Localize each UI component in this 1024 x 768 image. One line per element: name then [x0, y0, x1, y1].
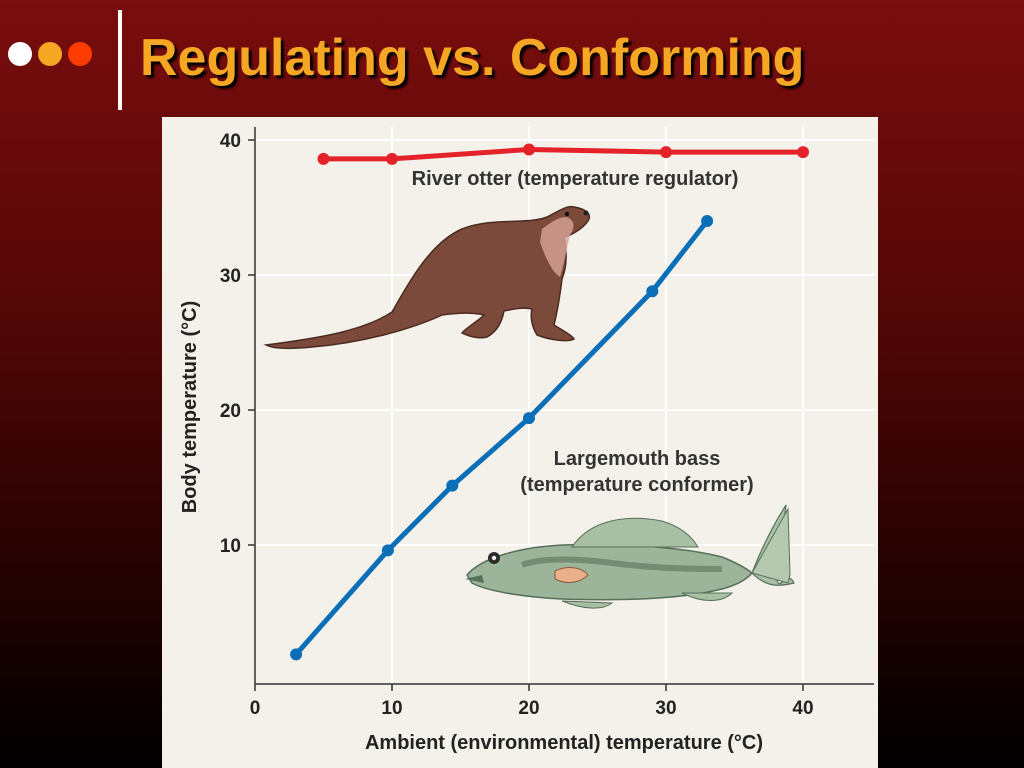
data-point: [381, 544, 394, 557]
x-tick-label: 10: [381, 698, 402, 719]
data-point: [317, 152, 330, 165]
x-tick-label: 40: [792, 698, 813, 719]
x-tick-label: 20: [518, 698, 539, 719]
x-tick-label: 30: [655, 698, 676, 719]
data-point: [701, 215, 714, 227]
temperature-chart: 0 10 20 30 40 10 20 30 40 River otter (temperatu…: [179, 127, 874, 754]
bullet-dot-3: [68, 42, 92, 66]
bass-series-label-line2: (temperature conformer): [520, 474, 753, 496]
series-line-bass: [294, 219, 710, 657]
bullet-dot-1: [8, 42, 32, 66]
x-tick-label: 0: [250, 698, 261, 719]
data-point: [660, 146, 672, 159]
y-tick-label: 40: [220, 131, 241, 152]
axes: 0 10 20 30 40 10 20 30 40: [220, 127, 874, 719]
chart-panel: 0 10 20 30 40 10 20 30 40 River otter (temperatu…: [162, 117, 878, 768]
series-layer: [290, 143, 809, 661]
title-divider: [118, 10, 122, 110]
data-point: [290, 648, 303, 661]
otter-series-label: River otter (temperature regulator): [412, 168, 739, 190]
data-point: [523, 143, 535, 156]
y-tick-label: 20: [220, 401, 241, 422]
otter-illustration: [263, 205, 591, 350]
slide-bullets: [8, 42, 92, 66]
y-tick-label: 10: [220, 536, 241, 557]
x-axis-label: Ambient (environmental) temperature (°C): [365, 732, 763, 754]
data-point: [386, 152, 398, 165]
data-point: [797, 146, 809, 159]
bass-series-label-line1: Largemouth bass: [554, 448, 721, 470]
data-point: [446, 479, 459, 492]
data-point: [646, 285, 659, 298]
bullet-dot-2: [38, 42, 62, 66]
bass-illustration: [465, 504, 795, 609]
data-point: [523, 412, 535, 425]
y-tick-label: 30: [220, 266, 241, 287]
slide-title: Regulating vs. Conforming: [140, 29, 805, 87]
y-axis-label: Body temperature (°C): [179, 301, 201, 513]
